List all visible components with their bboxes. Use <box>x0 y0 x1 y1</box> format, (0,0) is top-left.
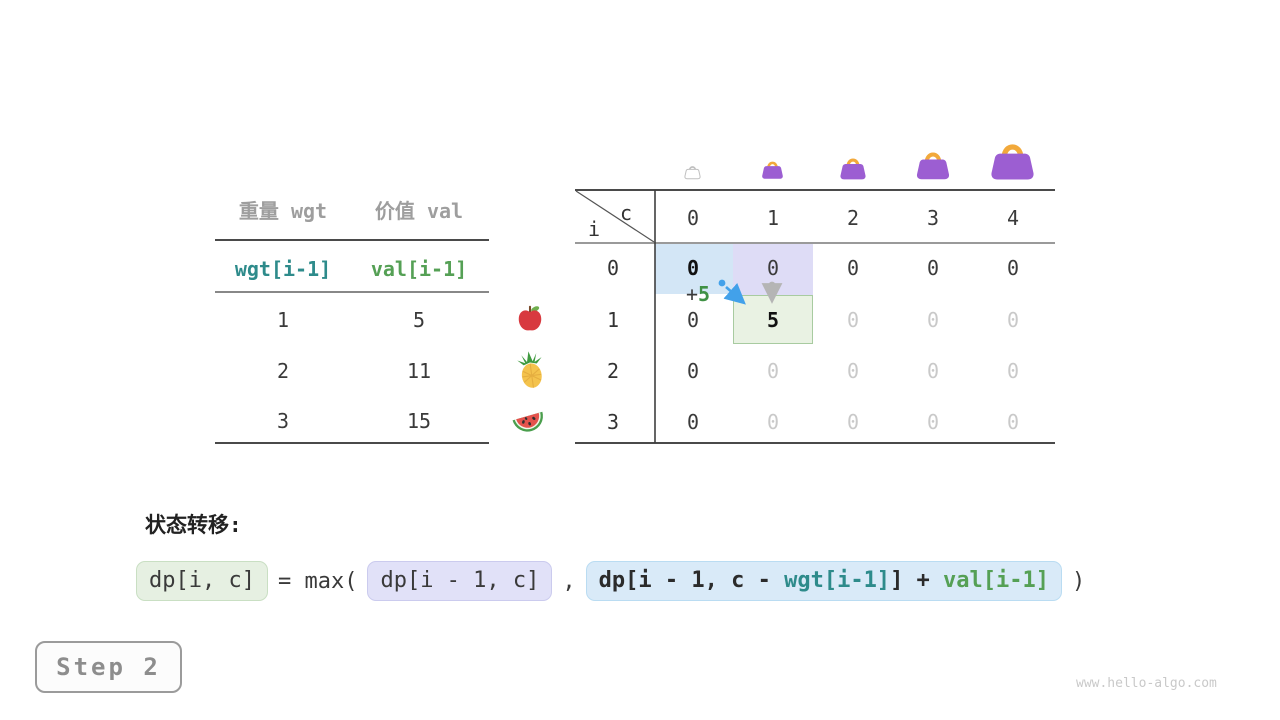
items-value-header: 价值 val <box>374 199 464 223</box>
col-header-0: 0 <box>686 206 700 230</box>
formula-close-paren: ) <box>1072 568 1086 594</box>
transition-formula: dp[i, c] = max( dp[i - 1, c] , dp[i - 1,… <box>136 561 1085 601</box>
item-1-weight: 1 <box>276 308 290 332</box>
dp-cell-1-4: 0 <box>1006 308 1020 332</box>
col-header-1: 1 <box>766 206 780 230</box>
watermelon-icon <box>509 404 547 440</box>
row-header-0: 0 <box>606 256 620 280</box>
formula-arg2-box: dp[i - 1, c - wgt[i-1]] + val[i-1] <box>585 561 1063 601</box>
item-2-weight: 2 <box>276 359 290 383</box>
bag-capacity-2-icon <box>839 154 867 185</box>
row-header-3: 3 <box>606 410 620 434</box>
arg2-val-part: val[i-1] <box>943 568 1050 593</box>
row-header-1: 1 <box>606 308 620 332</box>
formula-eq-max: = max( <box>277 568 358 594</box>
dp-cell-0-1: 0 <box>766 256 780 280</box>
dp-cell-3-4: 0 <box>1006 410 1020 434</box>
dp-cell-3-3: 0 <box>926 410 940 434</box>
step-badge: Step 2 <box>35 641 182 693</box>
col-header-3: 3 <box>926 206 940 230</box>
highlight-cell-i1-c1 <box>733 295 813 344</box>
dp-cell-2-2: 0 <box>846 359 860 383</box>
corner-col-var: c <box>620 201 633 225</box>
dp-cell-0-2: 0 <box>846 256 860 280</box>
items-weight-var: wgt[i-1] <box>234 257 332 281</box>
arg2-plus-part: ] + <box>890 568 944 593</box>
item-1-value: 5 <box>412 308 426 332</box>
item-3-value: 15 <box>406 409 432 433</box>
dp-cell-2-1: 0 <box>766 359 780 383</box>
dp-cell-3-2: 0 <box>846 410 860 434</box>
item-3-weight: 3 <box>276 409 290 433</box>
dp-cell-1-2: 0 <box>846 308 860 332</box>
col-header-4: 4 <box>1006 206 1020 230</box>
dp-cell-3-0: 0 <box>686 410 700 434</box>
col-header-2: 2 <box>846 206 860 230</box>
add-value-annotation: +5 <box>686 283 710 305</box>
dp-cell-1-1: 5 <box>766 308 780 332</box>
row-header-2: 2 <box>606 359 620 383</box>
arg2-dp-part: dp[i - 1, c - <box>598 568 785 593</box>
items-value-var: val[i-1] <box>370 257 468 281</box>
dp-cell-1-3: 0 <box>926 308 940 332</box>
dp-cell-3-1: 0 <box>766 410 780 434</box>
bag-capacity-4-icon <box>989 137 1036 186</box>
formula-comma: , <box>562 568 576 594</box>
bag-capacity-1-icon <box>761 158 784 184</box>
arg2-wgt-part: wgt[i-1] <box>784 568 891 593</box>
pineapple-icon <box>515 350 547 394</box>
dp-cell-2-3: 0 <box>926 359 940 383</box>
formula-lhs-box: dp[i, c] <box>136 561 268 601</box>
transition-label: 状态转移: <box>145 513 242 537</box>
empty-bag-icon <box>684 163 701 184</box>
dp-cell-2-0: 0 <box>686 359 700 383</box>
dp-cell-2-4: 0 <box>1006 359 1020 383</box>
dp-cell-0-0: 0 <box>686 256 700 280</box>
apple-icon <box>515 303 545 337</box>
items-weight-header: 重量 wgt <box>238 199 328 223</box>
bag-capacity-3-icon <box>915 147 951 185</box>
item-2-value: 11 <box>406 359 432 383</box>
watermark: www.hello-algo.com <box>1076 676 1217 691</box>
plus-sign: + <box>686 282 699 306</box>
corner-row-var: i <box>588 217 601 241</box>
dp-cell-0-3: 0 <box>926 256 940 280</box>
dp-cell-1-0: 0 <box>686 308 700 332</box>
formula-arg1-box: dp[i - 1, c] <box>367 561 553 601</box>
dp-cell-0-4: 0 <box>1006 256 1020 280</box>
added-value: 5 <box>698 282 711 306</box>
